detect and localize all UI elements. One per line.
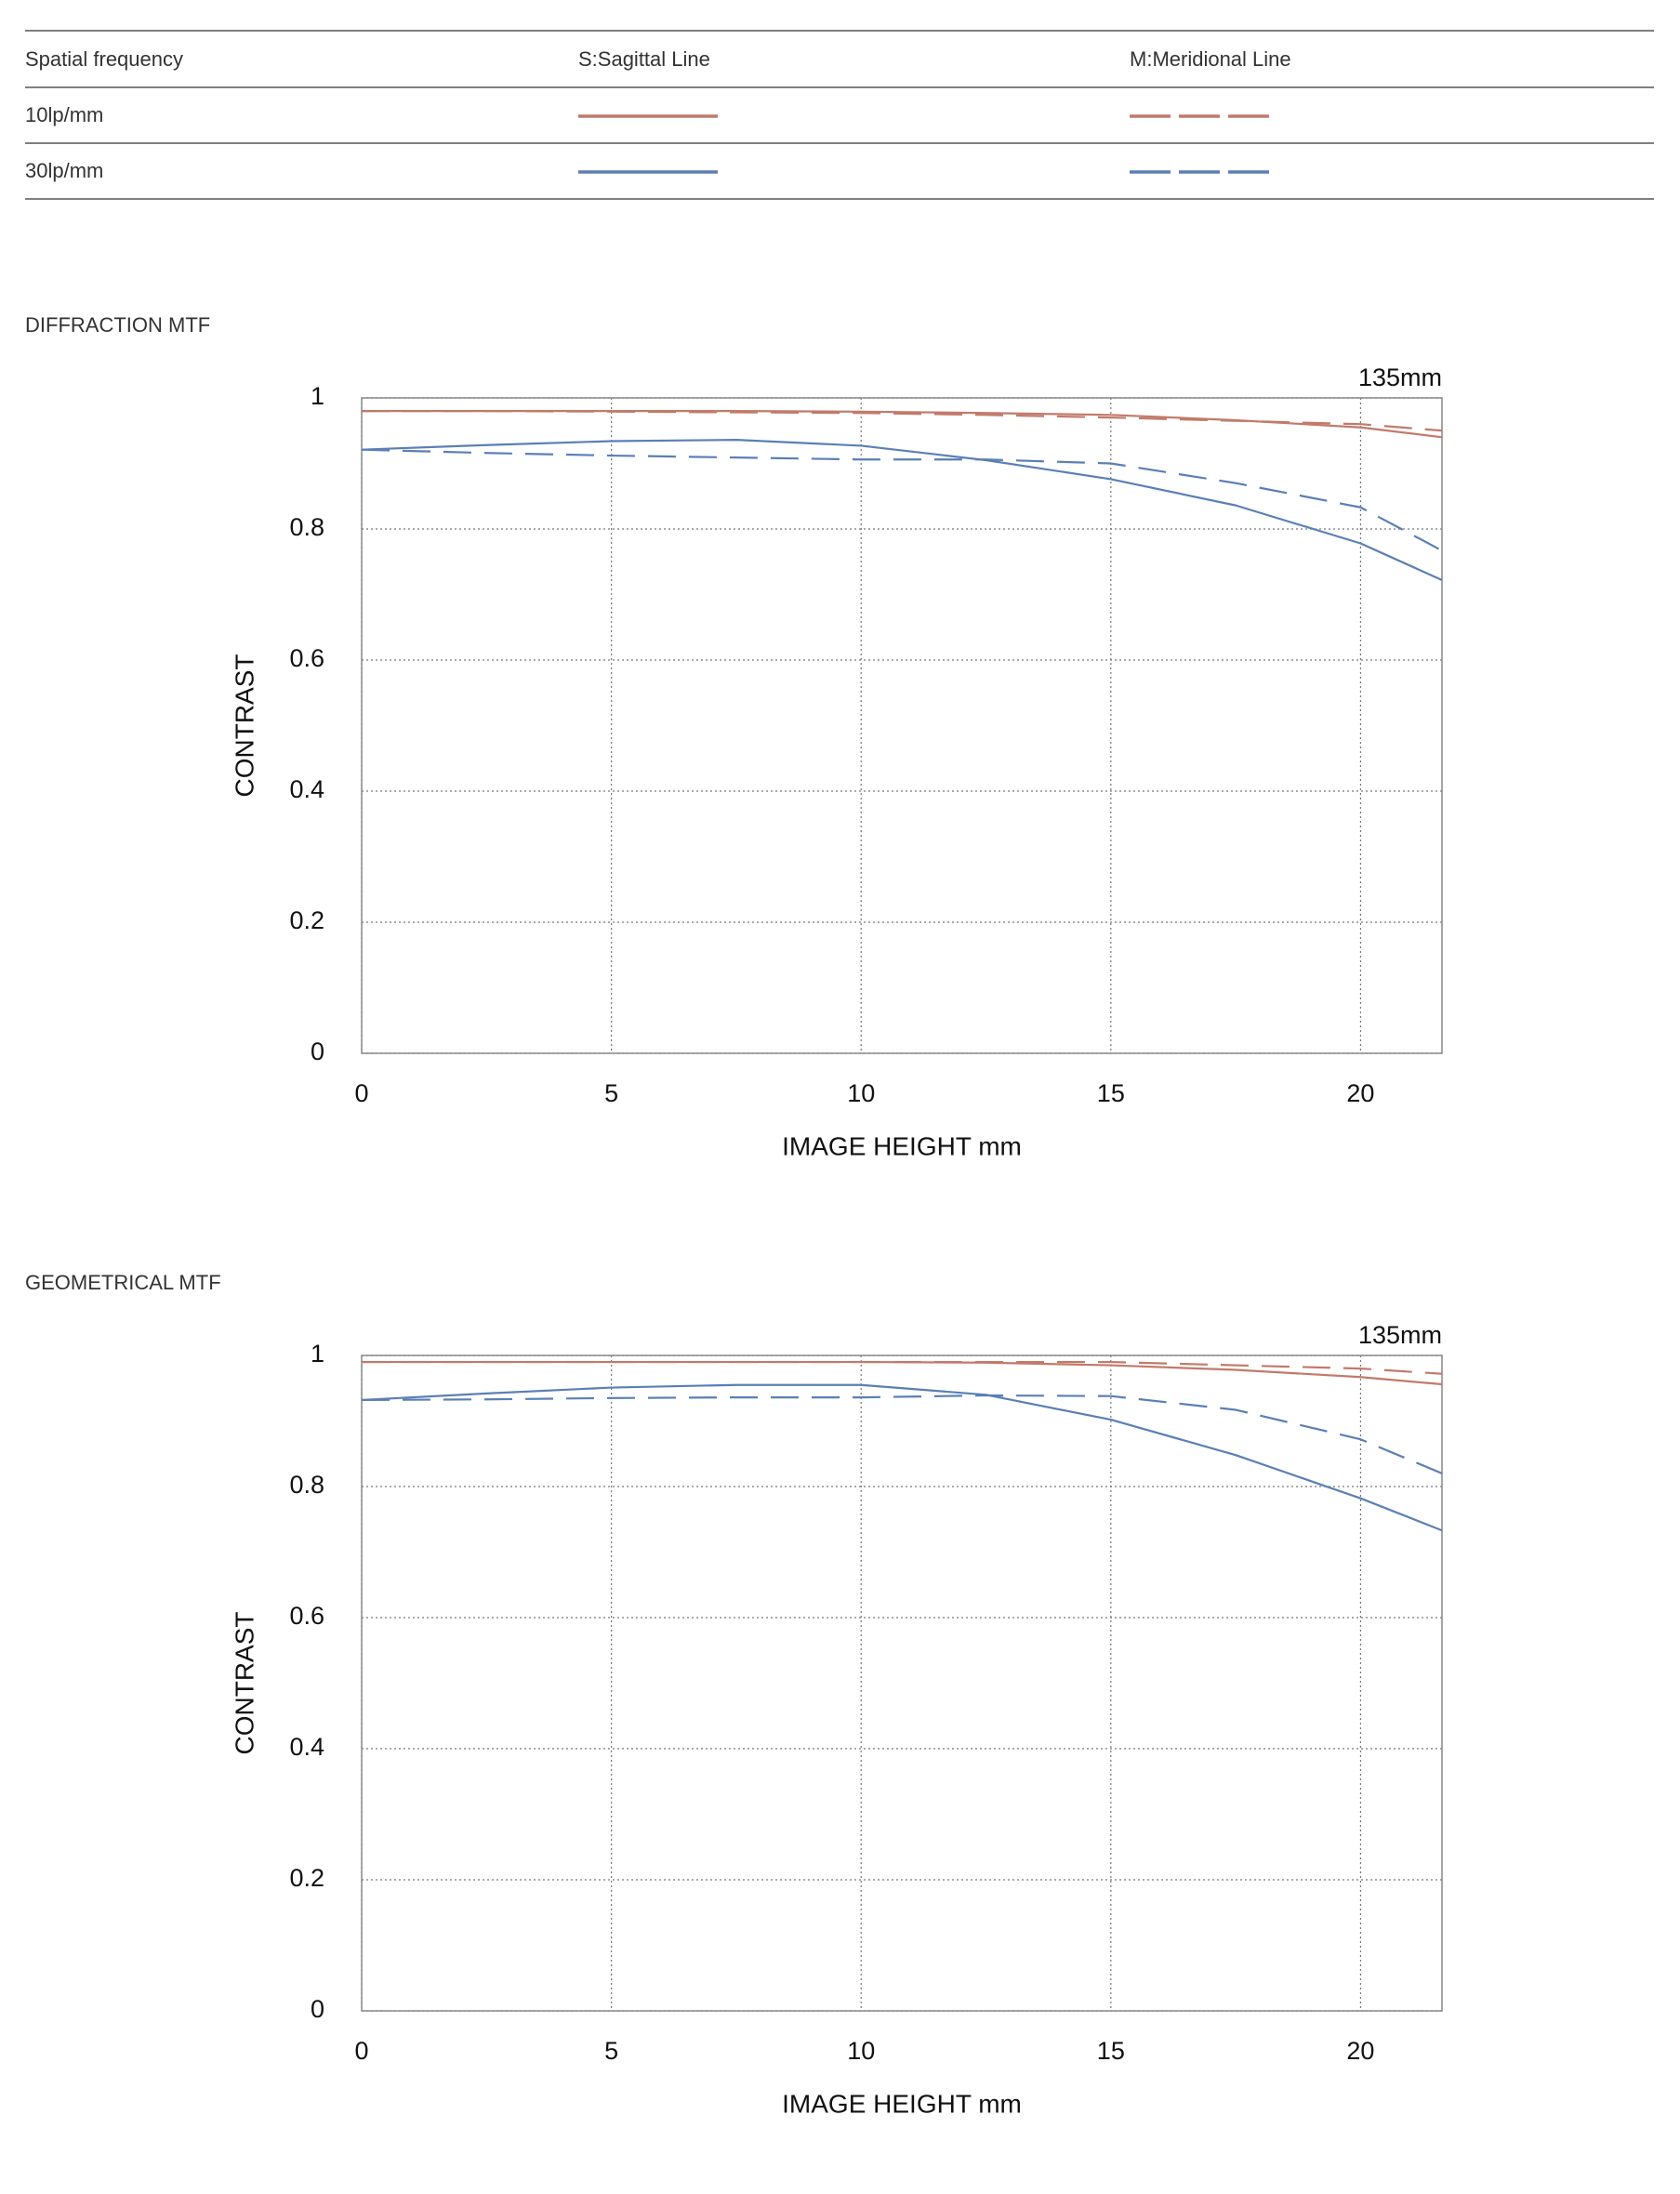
y-tick-label: 0.6 <box>289 1602 324 1630</box>
mtf-line <box>362 1360 1443 1386</box>
annotation: 135mm <box>1358 363 1442 391</box>
x-tick-label: 20 <box>1346 2037 1374 2065</box>
y-tick-label: 1 <box>311 382 324 410</box>
mtf-line <box>361 1383 1443 1532</box>
plot-frame <box>361 1355 1443 2012</box>
table-header: Spatial frequency <box>25 47 183 71</box>
x-tick-label: 5 <box>604 2037 618 2065</box>
x-tick-label: 0 <box>354 2037 368 2065</box>
y-tick-label: 0.8 <box>289 1471 324 1499</box>
y-tick-label: 0 <box>311 1995 324 2023</box>
y-tick-label: 0.8 <box>289 513 324 541</box>
x-tick-label: 15 <box>1097 1079 1125 1107</box>
y-tick-label: 0.4 <box>289 775 324 803</box>
y-tick-label: 0.4 <box>289 1733 324 1761</box>
y-axis-label: CONTRAST <box>230 1612 258 1755</box>
mtf-line <box>362 410 1443 439</box>
section-title: DIFFRACTION MTF <box>25 313 210 337</box>
x-tick-label: 0 <box>354 1079 368 1107</box>
table-row-label: 10lp/mm <box>25 103 103 126</box>
mtf-line <box>362 1360 1443 1375</box>
legend-table: Spatial frequency S:Sagittal Line M:Meri… <box>25 30 1654 200</box>
x-tick-label: 15 <box>1097 2037 1125 2065</box>
y-tick-label: 0.2 <box>289 906 324 934</box>
table-header: S:Sagittal Line <box>578 47 710 71</box>
x-tick-label: 10 <box>847 1079 875 1107</box>
x-axis-label: IMAGE HEIGHT mm <box>782 2089 1022 2118</box>
annotation: 135mm <box>1358 1321 1442 1349</box>
y-tick-label: 0.2 <box>289 1864 324 1892</box>
table-header: M:Meridional Line <box>1130 47 1291 71</box>
y-tick-label: 1 <box>311 1340 324 1368</box>
x-tick-label: 20 <box>1346 1079 1374 1107</box>
x-axis-label: IMAGE HEIGHT mm <box>782 1131 1022 1160</box>
mtf-line <box>362 410 1443 432</box>
y-axis-label: CONTRAST <box>230 654 258 798</box>
section-title: GEOMETRICAL MTF <box>25 1271 221 1294</box>
mtf-line <box>361 439 1443 581</box>
y-tick-label: 0.6 <box>289 644 324 672</box>
x-tick-label: 5 <box>604 1079 618 1107</box>
y-tick-label: 0 <box>311 1038 324 1065</box>
mtf-line <box>361 448 1443 552</box>
plot-frame <box>361 397 1443 1054</box>
x-tick-label: 10 <box>847 2037 875 2065</box>
table-row-label: 30lp/mm <box>25 159 103 182</box>
mtf-line <box>361 1394 1443 1474</box>
